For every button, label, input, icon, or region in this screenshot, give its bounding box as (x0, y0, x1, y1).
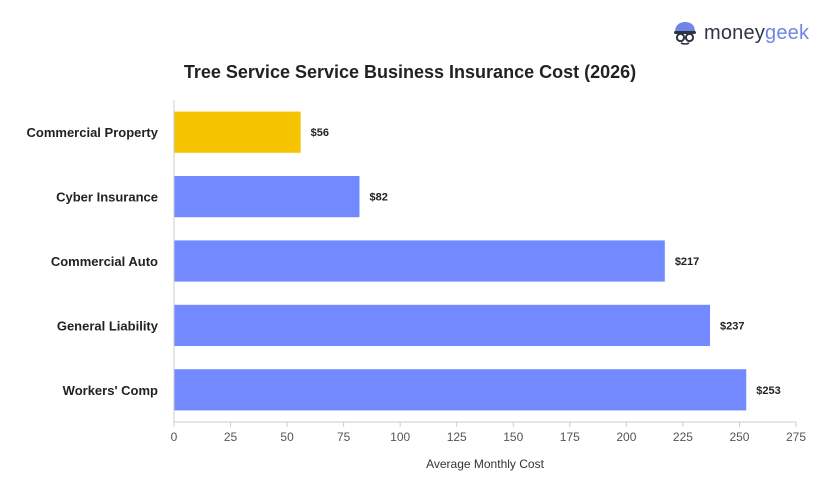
bar-commercial-auto[interactable] (174, 240, 665, 282)
moneygeek-logo[interactable]: moneygeek (672, 20, 809, 46)
x-tick-label: 0 (171, 430, 178, 444)
x-tick-label: 125 (447, 430, 467, 444)
x-tick-label: 275 (786, 430, 806, 444)
x-tick-label: 75 (337, 430, 351, 444)
x-tick-label: 100 (390, 430, 410, 444)
x-axis-title: Average Monthly Cost (426, 457, 545, 471)
x-tick-label: 150 (503, 430, 523, 444)
category-label: Commercial Property (27, 125, 159, 140)
data-label: $237 (720, 320, 744, 332)
logo-wordmark: moneygeek (704, 22, 809, 45)
category-label: Commercial Auto (51, 254, 158, 269)
logo-word-geek: geek (765, 21, 810, 44)
bars-layer: $56 Commercial Property $82 Cyber Insurance… (27, 111, 781, 411)
x-axis-ticks: 0 25 50 75 100 125 150 175 200 225 250 275 (171, 422, 806, 444)
category-label: Cyber Insurance (56, 190, 158, 205)
x-tick-label: 200 (616, 430, 636, 444)
bar-workers-comp[interactable] (174, 369, 747, 411)
data-label: $217 (675, 256, 699, 268)
x-tick-label: 250 (729, 430, 749, 444)
x-tick-label: 225 (673, 430, 693, 444)
bar-general-liability[interactable] (174, 304, 711, 347)
data-label: $82 (369, 192, 387, 204)
x-tick-label: 50 (280, 430, 294, 444)
logo-word-money: money (704, 21, 766, 44)
chart-title: Tree Service Service Business Insurance … (183, 62, 637, 82)
data-label: $253 (756, 385, 780, 397)
x-tick-label: 25 (224, 430, 238, 444)
category-label: General Liability (57, 318, 159, 333)
data-label: $56 (311, 127, 329, 139)
x-tick-label: 175 (560, 430, 580, 444)
category-label: Workers' Comp (63, 383, 158, 398)
bar-commercial-property[interactable] (174, 111, 301, 153)
moneygeek-face-icon (674, 22, 696, 45)
bar-cyber-insurance[interactable] (174, 175, 360, 218)
